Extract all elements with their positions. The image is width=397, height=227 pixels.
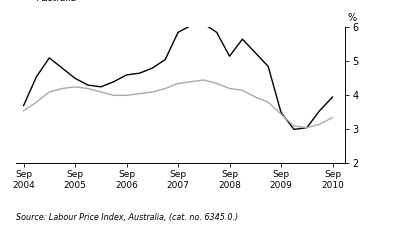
Australia bbox=[214, 82, 219, 85]
Australia bbox=[111, 94, 116, 97]
Australia bbox=[253, 96, 258, 98]
Western Australia bbox=[124, 74, 129, 76]
Western Australia bbox=[240, 38, 245, 40]
Western Australia bbox=[98, 86, 103, 88]
Western Australia bbox=[137, 72, 142, 74]
Western Australia bbox=[253, 51, 258, 54]
Western Australia bbox=[21, 104, 26, 107]
Western Australia bbox=[291, 128, 296, 131]
Western Australia bbox=[330, 96, 335, 98]
Western Australia bbox=[176, 31, 181, 34]
Western Australia bbox=[163, 58, 168, 61]
Australia bbox=[60, 87, 65, 90]
Australia bbox=[291, 125, 296, 127]
Australia bbox=[21, 109, 26, 112]
Text: %: % bbox=[347, 13, 357, 23]
Legend: Western Australia, Australia: Western Australia, Australia bbox=[17, 0, 117, 3]
Western Australia bbox=[266, 65, 270, 68]
Australia bbox=[330, 116, 335, 119]
Western Australia bbox=[86, 84, 91, 86]
Australia bbox=[124, 94, 129, 97]
Western Australia bbox=[227, 55, 232, 57]
Western Australia bbox=[111, 80, 116, 83]
Western Australia bbox=[189, 24, 193, 27]
Western Australia bbox=[60, 67, 65, 69]
Australia bbox=[189, 80, 193, 83]
Australia bbox=[279, 113, 283, 115]
Australia bbox=[47, 91, 52, 93]
Australia bbox=[137, 92, 142, 95]
Western Australia bbox=[73, 77, 77, 80]
Western Australia bbox=[214, 31, 219, 34]
Western Australia bbox=[47, 57, 52, 59]
Australia bbox=[201, 79, 206, 81]
Western Australia bbox=[150, 67, 155, 69]
Australia bbox=[176, 82, 181, 85]
Australia bbox=[163, 87, 168, 90]
Western Australia bbox=[304, 126, 309, 129]
Western Australia bbox=[279, 111, 283, 114]
Australia bbox=[98, 91, 103, 93]
Australia bbox=[34, 101, 39, 104]
Line: Australia: Australia bbox=[23, 80, 333, 128]
Western Australia bbox=[201, 22, 206, 25]
Line: Western Australia: Western Australia bbox=[23, 24, 333, 129]
Australia bbox=[240, 89, 245, 91]
Australia bbox=[150, 91, 155, 93]
Australia bbox=[304, 126, 309, 129]
Western Australia bbox=[34, 75, 39, 78]
Text: Source: Labour Price Index, Australia, (cat. no. 6345.0.): Source: Labour Price Index, Australia, (… bbox=[16, 213, 238, 222]
Australia bbox=[227, 87, 232, 90]
Australia bbox=[266, 101, 270, 104]
Western Australia bbox=[317, 109, 322, 112]
Australia bbox=[73, 86, 77, 88]
Australia bbox=[317, 123, 322, 126]
Australia bbox=[86, 87, 91, 90]
